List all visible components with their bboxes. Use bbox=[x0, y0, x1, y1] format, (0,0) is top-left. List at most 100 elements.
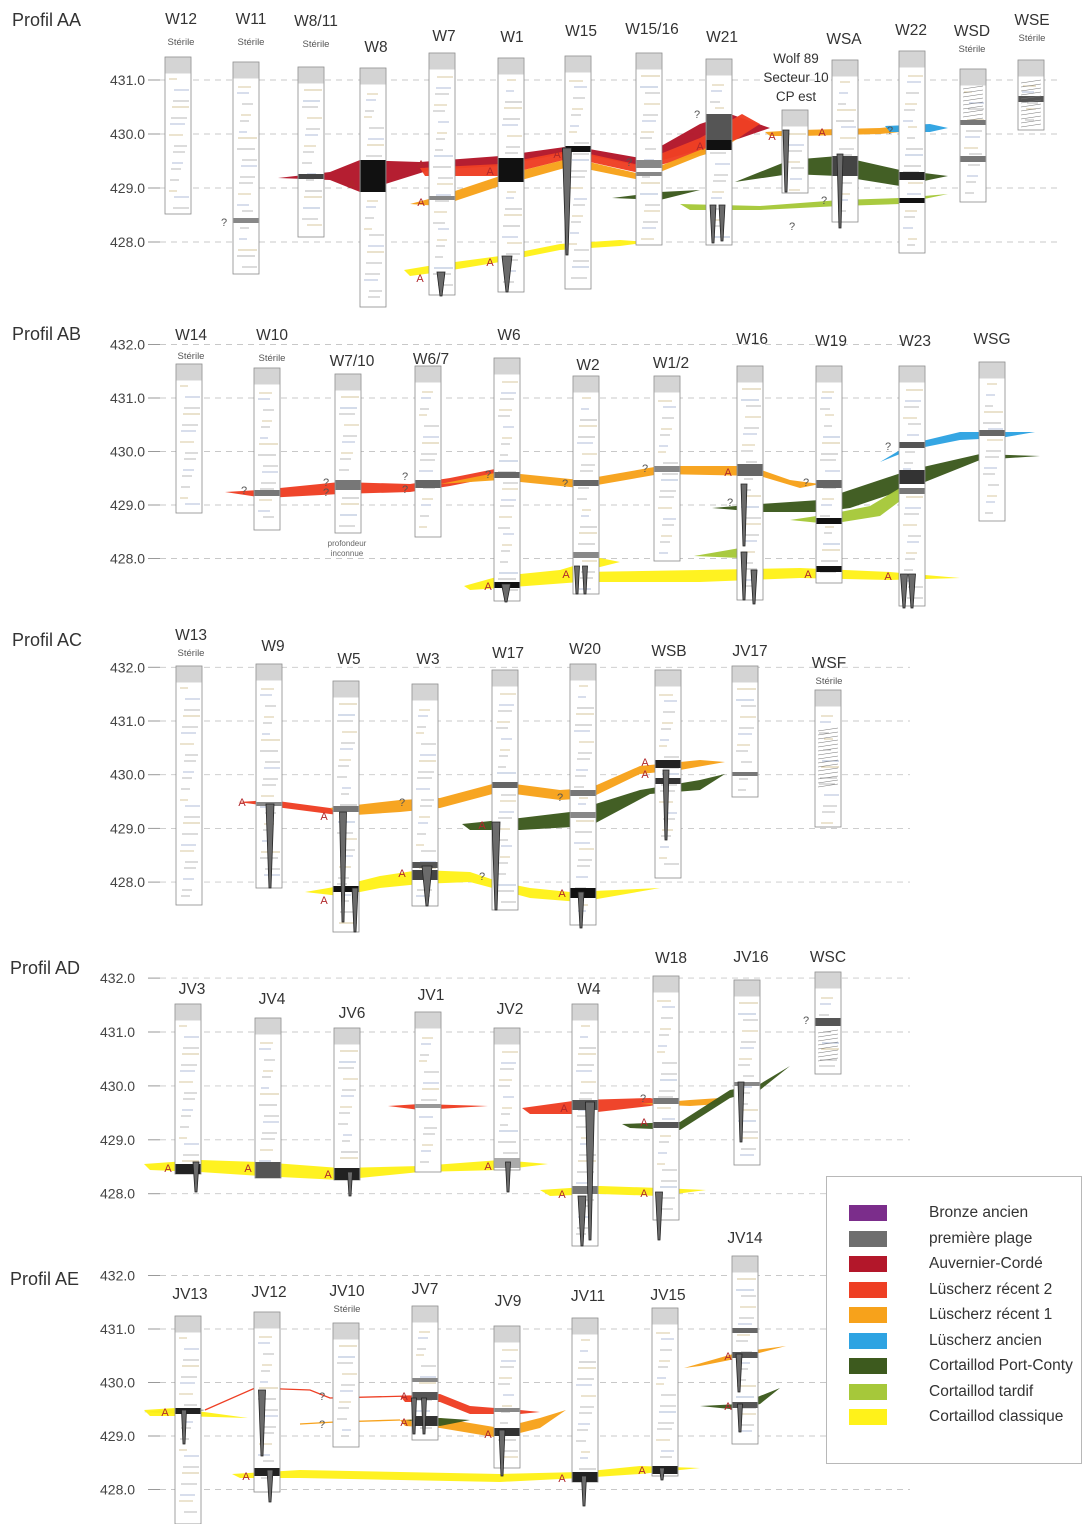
legend-swatch bbox=[849, 1409, 887, 1425]
core-cap bbox=[782, 110, 808, 127]
core-cap bbox=[815, 972, 841, 989]
occupation-horizon bbox=[815, 1018, 841, 1026]
profile-title: Profil AE bbox=[10, 1269, 79, 1289]
occupation-horizon bbox=[653, 1122, 679, 1128]
core-w14: W14 Stérile bbox=[175, 327, 207, 514]
occupation-horizon bbox=[899, 172, 925, 180]
elevation-label: 432.0 bbox=[100, 1268, 135, 1284]
marker-a: A bbox=[484, 1161, 492, 1173]
legend-item: Lüscherz récent 1 bbox=[849, 1306, 1079, 1325]
core-jv16: JV16 bbox=[733, 949, 769, 1166]
pile bbox=[908, 573, 916, 609]
occupation-horizon bbox=[570, 790, 596, 796]
core-name: JV2 bbox=[497, 1001, 524, 1018]
pile bbox=[347, 1171, 353, 1197]
core-w8-11: W8/11 Stérile bbox=[294, 13, 338, 238]
core-name: W6 bbox=[497, 327, 520, 344]
hatch-line bbox=[817, 739, 839, 744]
profile-cores-2: W14 Stérile W10 Stérile W7/10 profondeurincon… bbox=[175, 327, 1011, 607]
pile bbox=[750, 569, 758, 605]
core-name: WSE bbox=[1014, 12, 1049, 29]
core-name: W11 bbox=[236, 11, 267, 28]
marker-a: A bbox=[484, 1429, 492, 1441]
core-cap bbox=[737, 366, 763, 383]
pile bbox=[436, 271, 446, 297]
core-name: JV9 bbox=[495, 1293, 522, 1310]
occupation-horizon bbox=[412, 862, 438, 868]
elevation-label: 430.0 bbox=[110, 126, 145, 142]
marker-question: ? bbox=[485, 469, 491, 481]
core-cap bbox=[494, 1028, 520, 1045]
core-name: W18 bbox=[655, 950, 687, 967]
marker-a: A bbox=[724, 467, 732, 479]
pile bbox=[266, 1469, 274, 1503]
core-cap bbox=[298, 67, 324, 84]
core-name: W5 bbox=[337, 651, 360, 668]
hatch-line bbox=[817, 751, 839, 756]
hatch-line bbox=[962, 101, 984, 106]
occupation-horizon bbox=[732, 1352, 758, 1358]
pile bbox=[498, 1429, 506, 1477]
hatch-line bbox=[1020, 87, 1042, 92]
core-column bbox=[814, 689, 842, 828]
core-column bbox=[898, 50, 926, 254]
marker-question: ? bbox=[323, 477, 329, 489]
core-jv12: JV12 bbox=[251, 1284, 287, 1493]
pile bbox=[574, 565, 580, 595]
hatch-line bbox=[817, 1029, 839, 1034]
core-column bbox=[959, 68, 987, 203]
layer-band bbox=[440, 466, 820, 488]
elevation-label: 428.0 bbox=[110, 874, 145, 890]
core-name: WSG bbox=[973, 331, 1010, 348]
hatch-line bbox=[1020, 95, 1042, 100]
marker-a: A bbox=[486, 166, 494, 178]
occupation-horizon bbox=[979, 430, 1005, 436]
hatch-line bbox=[817, 727, 839, 732]
core-name: W7 bbox=[432, 28, 455, 45]
pile bbox=[900, 573, 908, 609]
legend-label: première plage bbox=[929, 1229, 1033, 1247]
core-column bbox=[733, 979, 761, 1166]
marker-a: A bbox=[641, 757, 649, 769]
pile bbox=[735, 1353, 743, 1393]
core-name: W16 bbox=[736, 331, 768, 348]
profile-2: Profil AB 432.0 431.0 430.0 429.0 428.0 bbox=[12, 324, 910, 567]
core-jv2: JV2 bbox=[493, 1001, 524, 1171]
marker-a: A bbox=[560, 1103, 568, 1115]
core-name: JV15 bbox=[650, 1287, 685, 1304]
core-cap bbox=[732, 666, 758, 683]
hatch-line bbox=[1020, 79, 1042, 84]
core-name: JV13 bbox=[172, 1286, 207, 1303]
core-name: W19 bbox=[815, 333, 847, 350]
profile-title: Profil AB bbox=[12, 324, 81, 344]
core-name: W13 bbox=[175, 627, 207, 644]
marker-a: A bbox=[724, 1401, 732, 1413]
marker-question: ? bbox=[399, 797, 405, 809]
pile bbox=[562, 147, 572, 256]
hatch-line bbox=[817, 731, 839, 736]
pile bbox=[585, 1101, 595, 1241]
legend-swatch bbox=[849, 1205, 887, 1221]
core-w13: W13 Stérile bbox=[175, 627, 207, 906]
pile bbox=[577, 1195, 587, 1247]
hatch-line bbox=[817, 1057, 839, 1062]
core-column bbox=[493, 1325, 521, 1469]
occupation-horizon bbox=[654, 466, 680, 472]
profile-5: Profil AE 432.0 431.0 430.0 429.0 428.0 bbox=[10, 1268, 910, 1498]
pile bbox=[421, 865, 433, 907]
marker-a: A bbox=[242, 1471, 250, 1483]
core-jv15: JV15 bbox=[650, 1287, 686, 1477]
core-cap bbox=[333, 681, 359, 698]
marker-a: A bbox=[818, 127, 826, 139]
marker-question: ? bbox=[887, 125, 893, 137]
hatch-line bbox=[1020, 103, 1042, 108]
core-jv13: JV13 bbox=[172, 1286, 208, 1524]
elevation-label: 428.0 bbox=[100, 1482, 135, 1498]
marker-a: A bbox=[398, 868, 406, 880]
occupation-horizon bbox=[572, 1100, 598, 1110]
profile-4: Profil AD 432.0 431.0 430.0 429.0 428.0 bbox=[10, 958, 910, 1202]
occupation-horizon bbox=[636, 172, 662, 176]
core-note: Stérile bbox=[1019, 33, 1046, 44]
core-name: JV16 bbox=[733, 949, 768, 966]
